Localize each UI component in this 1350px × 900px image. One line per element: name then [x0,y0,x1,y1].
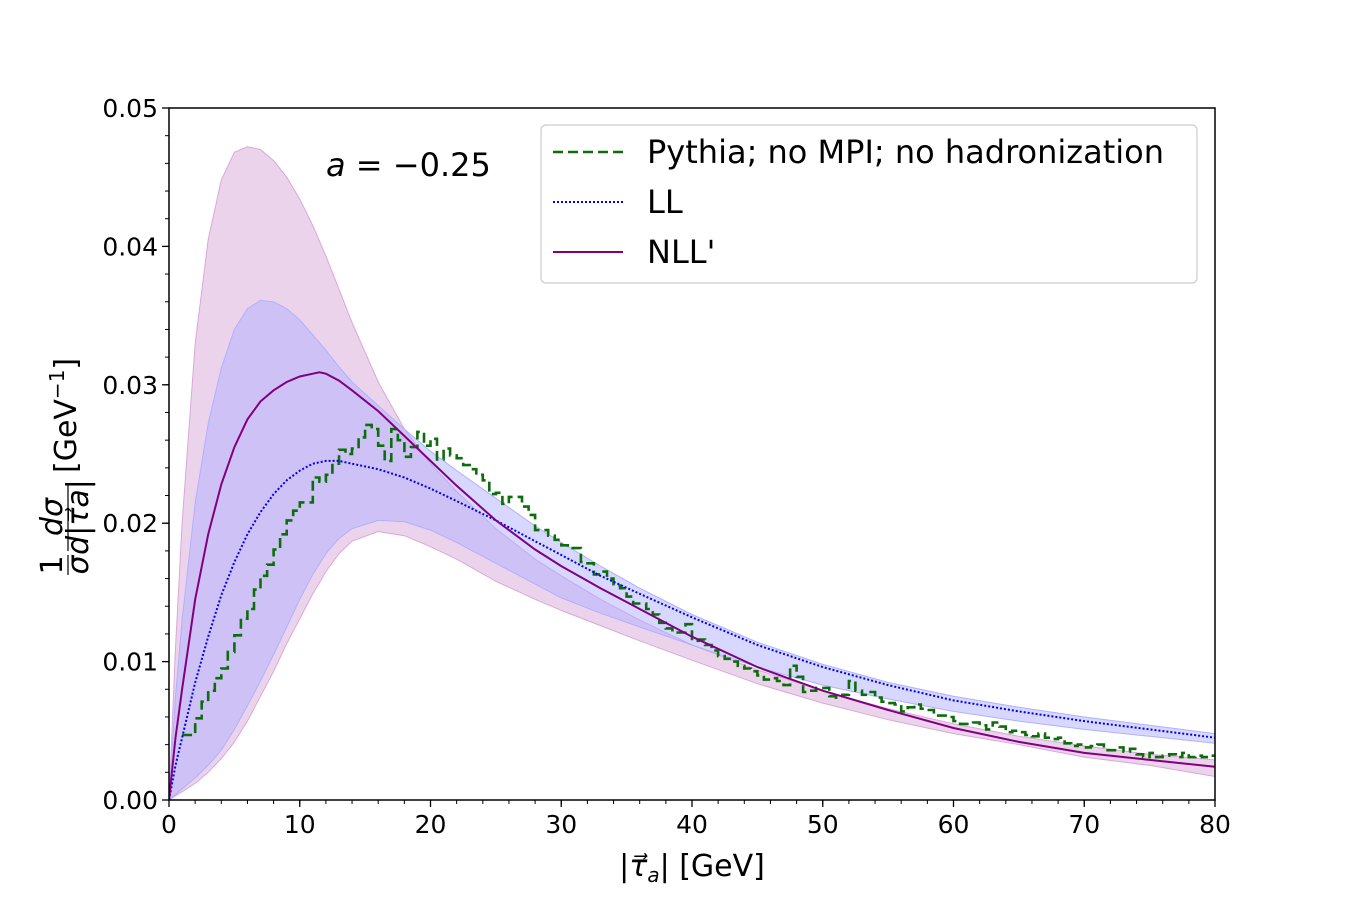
plot-area [169,146,1215,800]
y-tick-label: 0.02 [102,509,158,538]
ll-uncertainty-band [169,299,1215,800]
nll-curve [169,371,1215,800]
y-label-sigma: σ [61,555,96,575]
x-tick-label: 60 [938,810,970,839]
y-label-denominator: d|τ⃗a| [61,479,96,555]
annotation-a-value: a = −0.25 [326,146,491,184]
y-label-dsigma: dσ [35,497,70,536]
y-tick-label: 0.04 [102,232,158,261]
y-label-unit: [GeV−1] [45,358,84,473]
y-axis: 0.00 0.01 0.02 0.03 0.04 0.05 [102,94,169,815]
ll-curve [169,459,1215,800]
pythia-histogram-line [182,423,1215,759]
legend-label-nll: NLL' [647,233,715,271]
y-tick-label: 0.03 [102,371,158,400]
x-axis-label: |τ⃗a| [GeV] [619,849,765,887]
x-tick-label: 0 [161,810,177,839]
x-axis: 0 10 20 30 40 50 60 70 80 [161,800,1231,839]
x-tick-label: 70 [1068,810,1100,839]
legend-box [540,124,1198,284]
y-tick-label: 0.01 [102,648,158,677]
legend-label-ll: LL [647,183,683,221]
legend: Pythia; no MPI; no hadronization LL NLL' [540,124,1198,284]
x-tick-label: 80 [1199,810,1231,839]
y-axis-label: 1 σ dσ d|τ⃗a| [GeV−1] [35,358,96,575]
x-tick-label: 10 [284,810,316,839]
x-tick-label: 50 [807,810,839,839]
legend-label-pythia: Pythia; no MPI; no hadronization [647,133,1164,171]
y-label-one: 1 [35,555,70,574]
y-tick-label: 0.00 [102,786,158,815]
x-tick-label: 20 [415,810,447,839]
y-tick-label: 0.05 [102,94,158,123]
x-tick-label: 30 [545,810,577,839]
x-tick-label: 40 [676,810,708,839]
